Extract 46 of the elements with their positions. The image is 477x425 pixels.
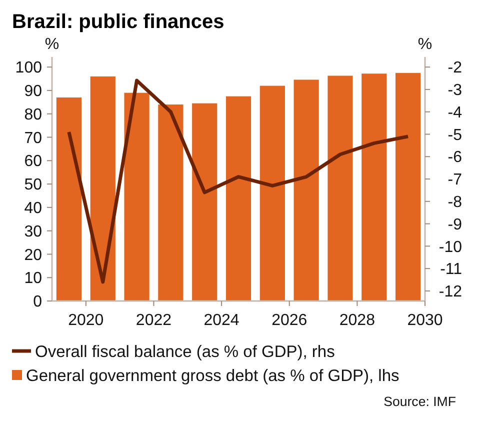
y2-tick-label: -10 <box>438 238 462 256</box>
y-tick-label: 10 <box>24 270 42 288</box>
bar <box>192 103 218 301</box>
y2-tick-label: -4 <box>448 104 462 122</box>
y2-axis-title: % <box>418 36 432 53</box>
y2-tick-label: -12 <box>438 284 462 301</box>
y2-tick-label: -11 <box>440 261 462 278</box>
bar <box>260 86 285 301</box>
x-tick-label: 2024 <box>204 312 240 329</box>
y2-tick-label: -7 <box>448 172 462 189</box>
y2-tick-label: -8 <box>448 194 462 211</box>
bar <box>328 76 353 301</box>
y-tick-label: 50 <box>24 176 42 194</box>
y-tick-label: 30 <box>24 223 42 240</box>
y2-tick-label: -3 <box>448 82 462 100</box>
y-tick-label: 40 <box>24 200 42 218</box>
y-axis-title: % <box>44 36 60 53</box>
x-tick-label: 2020 <box>68 312 104 329</box>
y-tick-label: 100 <box>15 60 42 77</box>
x-tick-label: 2022 <box>136 312 172 329</box>
legend-label: General government gross debt (as % of GDP), lhs <box>26 366 400 385</box>
line-series <box>67 78 410 284</box>
y-tick-label: 20 <box>24 246 42 264</box>
y-tick-label: 90 <box>24 83 42 100</box>
x-tick-label: 2028 <box>339 312 376 329</box>
chart-title: Brazil: public finances <box>12 11 224 33</box>
y2-tick-label: -5 <box>448 126 462 144</box>
source-note: Source: IMF <box>384 394 456 409</box>
bar <box>226 96 252 301</box>
x-tick-label: 2030 <box>407 312 443 329</box>
y-tick-label: 80 <box>24 106 42 124</box>
x-tick-label: 2026 <box>272 312 308 329</box>
y-tick-label: 0 <box>33 294 42 311</box>
bar <box>294 80 319 301</box>
y-tick-label: 70 <box>24 130 42 147</box>
bar <box>396 72 421 301</box>
y2-tick-label: -6 <box>448 149 462 166</box>
y2-tick-label: -2 <box>448 60 462 77</box>
bar <box>124 92 150 301</box>
bar <box>90 76 116 301</box>
bar <box>158 104 184 301</box>
bar <box>56 97 82 301</box>
y2-tick-label: -9 <box>448 216 462 234</box>
legend-label: Overall fiscal balance (as % of GDP), rhs <box>35 342 335 361</box>
bar <box>362 74 387 301</box>
y-tick-label: 60 <box>24 153 42 170</box>
